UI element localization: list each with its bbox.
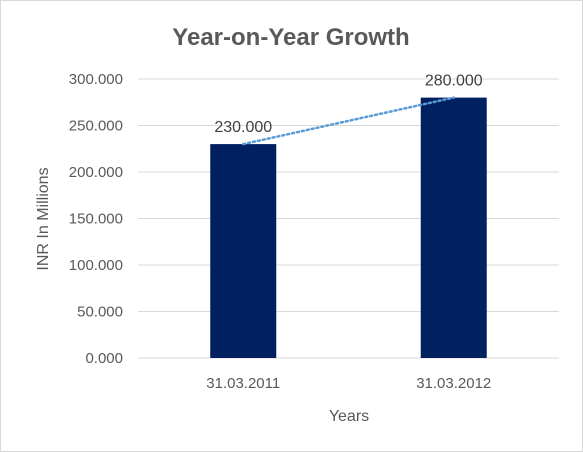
data-labels: 230.000 280.000	[214, 73, 482, 137]
bar	[210, 144, 277, 358]
x-tick-label: 31.03.2011	[206, 375, 280, 392]
bars	[210, 97, 487, 358]
x-axis-ticks: 31.03.2011 31.03.2012	[206, 375, 491, 392]
y-tick-label: 150.000	[69, 211, 123, 228]
trendline	[242, 96, 455, 146]
y-tick-label: 0.000	[85, 350, 123, 367]
x-tick-label: 31.03.2012	[416, 375, 491, 392]
data-label: 230.000	[214, 119, 272, 136]
y-tick-label: 300.000	[69, 71, 123, 88]
y-tick-label: 100.000	[69, 257, 123, 274]
trendline-line	[242, 96, 455, 146]
y-tick-label: 200.000	[69, 164, 123, 181]
y-axis-title: INR In Millions	[35, 167, 52, 270]
chart-title: Year-on-Year Growth	[172, 24, 409, 51]
y-axis-ticks: 0.000 50.000 100.000 150.000 200.000 250.000 3…	[69, 71, 123, 367]
bar	[420, 97, 487, 358]
y-tick-label: 250.000	[69, 118, 123, 135]
gridlines	[138, 78, 559, 359]
data-label: 280.000	[425, 73, 483, 90]
x-axis-title: Years	[329, 408, 369, 425]
y-tick-label: 50.000	[77, 304, 123, 321]
